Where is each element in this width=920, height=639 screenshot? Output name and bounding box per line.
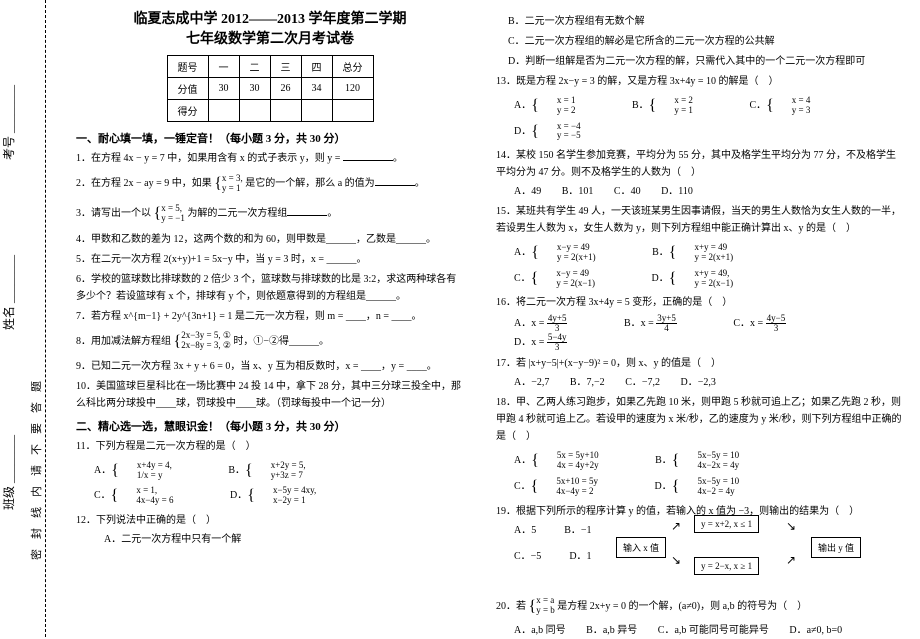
- q13-options: A．{x = 1y = 2 B．{x = 2y = 1 C．{x = 4y = …: [514, 93, 904, 144]
- q3: 3．请写出一个以 {x = 5,y = −1 为解的二元一次方程组。: [76, 200, 464, 227]
- q12C: C．二元一次方程组的解必是它所含的二元一次方程的公共解: [508, 33, 904, 50]
- q14: 14．某校 150 名学生参加竞赛，平均分为 55 分，其中及格学生平均分为 7…: [496, 147, 904, 181]
- cell: 三: [270, 56, 301, 78]
- cell: 分值: [167, 78, 208, 100]
- column-left: 临夏志成中学 2012——2013 学年度第二学期 七年级数学第二次月考试卷 题…: [60, 0, 480, 637]
- q11: 11．下列方程是二元一次方程的是（ ）: [76, 438, 464, 455]
- q12B: B．二元一次方程组有无数个解: [508, 13, 904, 30]
- arrow-icon: ↗: [786, 553, 796, 568]
- q8: 8．用加减法解方程组 {2x−3y = 5, ①2x−8y = 3, ② 时，①…: [76, 328, 464, 355]
- flowchart: 输入 x 值 ↗ ↘ y = x+2, x ≤ 1 y = 2−x, x ≥ 1…: [616, 515, 876, 585]
- q12: 12．下列说法中正确的是（ ）: [76, 512, 464, 529]
- cell: [239, 100, 270, 122]
- label-name: 姓名 ________: [0, 255, 17, 330]
- table-row: 得分: [167, 100, 373, 122]
- q20: 20．若 {x = ay = b 是方程 2x+y = 0 的一个解，(a≠0)…: [496, 593, 904, 620]
- seal-note: 密封线内请不要答题: [28, 371, 44, 560]
- q2: 2．在方程 2x − ay = 9 中，如果 {x = 3,y = 1 是它的一…: [76, 170, 464, 197]
- cell: 30: [208, 78, 239, 100]
- cell: 30: [239, 78, 270, 100]
- q20-options: A．a,b 同号 B．a,b 异号 C．a,b 可能同号可能异号 D．a≠0, …: [514, 623, 904, 639]
- q13: 13．既是方程 2x−y = 3 的解，又是方程 3x+4y = 10 的解是（…: [496, 73, 904, 90]
- cell: 26: [270, 78, 301, 100]
- cell: 题号: [167, 56, 208, 78]
- flow-output: 输出 y 值: [811, 537, 861, 558]
- exam-page: 班级 ________ 姓名 ________ 考号 ________ 密封线内…: [0, 0, 920, 637]
- cell: [208, 100, 239, 122]
- q14-options: A．49 B．101 C．40 D．110: [514, 184, 904, 200]
- q9: 9．已知二元一次方程 3x + y + 6 = 0，当 x、y 互为相反数时，x…: [76, 358, 464, 375]
- flow-branch2: y = 2−x, x ≥ 1: [694, 557, 759, 575]
- arrow-icon: ↘: [786, 519, 796, 534]
- cell: [270, 100, 301, 122]
- flow-branch1: y = x+2, x ≤ 1: [694, 515, 759, 533]
- q10: 10．美国篮球巨星科比在一场比赛中 24 投 14 中，拿下 28 分，其中三分…: [76, 378, 464, 412]
- q12-options: A．二元一次方程中只有一个解: [104, 532, 464, 548]
- q4: 4．甲数和乙数的差为 12，这两个数的和为 60，则甲数是______，乙数是_…: [76, 231, 464, 248]
- arrow-icon: ↗: [671, 519, 681, 534]
- arrow-icon: ↘: [671, 553, 681, 568]
- cell: [332, 100, 373, 122]
- cell: 得分: [167, 100, 208, 122]
- cell: 总分: [332, 56, 373, 78]
- column-right: B．二元一次方程组有无数个解 C．二元一次方程组的解必是它所含的二元一次方程的公…: [480, 0, 920, 637]
- q16-options: A．x = 4y+53 B．x = 3y+54 C．x = 4y−53 D．x …: [514, 314, 904, 352]
- q18: 18．甲、乙两人练习跑步，如果乙先跑 10 米，则甲跑 5 秒就可追上乙；如果乙…: [496, 394, 904, 445]
- section2-heading: 二、精心选一选，慧眼识金！（每小题 3 分，共 30 分）: [76, 418, 464, 434]
- flow-input: 输入 x 值: [616, 537, 666, 558]
- exam-title: 临夏志成中学 2012——2013 学年度第二学期 七年级数学第二次月考试卷: [76, 10, 464, 49]
- q17: 17．若 |x+y−5|+(x−y−9)² = 0，则 x、y 的值是（ ）: [496, 355, 904, 372]
- q1: 1．在方程 4x − y = 7 中，如果用含有 x 的式子表示 y，则 y =…: [76, 150, 464, 167]
- q12D: D．判断一组解是否为二元一次方程的解，只需代入其中的一个二元一次方程即可: [508, 53, 904, 70]
- table-row: 题号 一 二 三 四 总分: [167, 56, 373, 78]
- cell: 一: [208, 56, 239, 78]
- binding-dashed-line: [45, 0, 46, 637]
- score-table: 题号 一 二 三 四 总分 分值 30 30 26 34 120 得分: [167, 55, 374, 122]
- cell: [301, 100, 332, 122]
- label-number: 考号 ________: [0, 85, 17, 160]
- cell: 四: [301, 56, 332, 78]
- q15: 15．某班共有学生 49 人，一天该班某男生因事请假，当天的男生人数恰为女生人数…: [496, 203, 904, 237]
- q5: 5．在二元一次方程 2(x+y)+1 = 5x−y 中，当 y = 3 时，x …: [76, 251, 464, 268]
- q16: 16．将二元一次方程 3x+4y = 5 变形，正确的是（ ）: [496, 294, 904, 311]
- q6: 6．学校的篮球数比排球数的 2 倍少 3 个，篮球数与排球数的比是 3:2，求这…: [76, 271, 464, 305]
- q18-options: A．{5x = 5y+104x = 4y+2y B．{5x−5y = 104x−…: [514, 448, 904, 499]
- cell: 120: [332, 78, 373, 100]
- cell: 34: [301, 78, 332, 100]
- q17-options: A．−2,7 B．7,−2 C．−7,2 D．−2,3: [514, 375, 904, 391]
- binding-margin: 班级 ________ 姓名 ________ 考号 ________ 密封线内…: [0, 0, 60, 637]
- label-class: 班级 ________: [0, 435, 17, 510]
- q15-options: A．{x−y = 49y = 2(x+1) B．{x+y = 49y = 2(x…: [514, 240, 904, 291]
- q7: 7．若方程 x^{m−1} + 2y^{3n+1} = 1 是二元一次方程，则 …: [76, 308, 464, 325]
- section1-heading: 一、耐心填一填，一锤定音！（每小题 3 分，共 30 分）: [76, 130, 464, 146]
- q11-options: A．{x+4y = 4,1/x = y B．{x+2y = 5,y+3z = 7…: [94, 458, 464, 509]
- table-row: 分值 30 30 26 34 120: [167, 78, 373, 100]
- cell: 二: [239, 56, 270, 78]
